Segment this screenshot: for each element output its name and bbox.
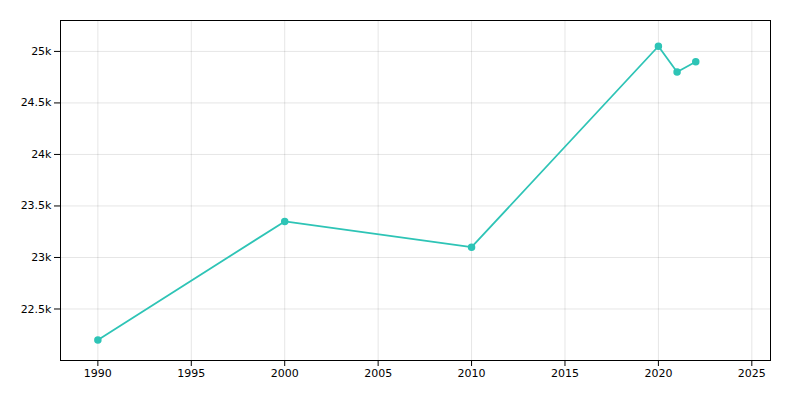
svg-text:2015: 2015: [551, 367, 579, 380]
svg-text:1995: 1995: [177, 367, 205, 380]
svg-text:2025: 2025: [738, 367, 766, 380]
svg-text:2000: 2000: [271, 367, 299, 380]
svg-text:22.5k: 22.5k: [21, 303, 52, 316]
svg-text:24.5k: 24.5k: [21, 96, 52, 109]
svg-text:1990: 1990: [84, 367, 112, 380]
svg-text:2020: 2020: [644, 367, 672, 380]
svg-text:23.5k: 23.5k: [21, 199, 52, 212]
svg-text:23k: 23k: [31, 251, 52, 264]
svg-text:25k: 25k: [31, 45, 52, 58]
svg-text:2005: 2005: [364, 367, 392, 380]
svg-text:24k: 24k: [31, 148, 52, 161]
svg-text:2010: 2010: [458, 367, 486, 380]
